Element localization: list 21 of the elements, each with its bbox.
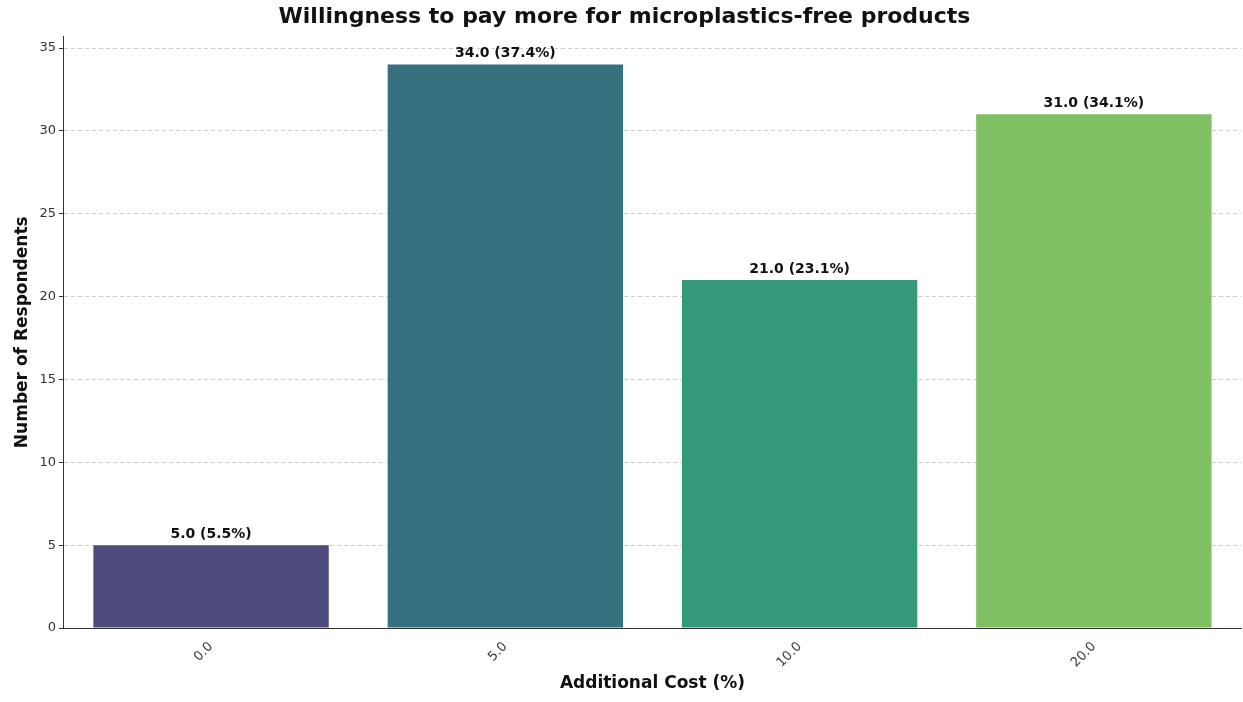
bar xyxy=(681,280,918,628)
y-tick-label: 25 xyxy=(39,205,56,221)
data-label: 34.0 (37.4%) xyxy=(454,44,556,61)
x-axis-title: Additional Cost (%) xyxy=(559,672,746,693)
data-label: 5.0 (5.5%) xyxy=(170,524,252,541)
data-label: 31.0 (34.1%) xyxy=(1043,93,1145,110)
y-tick-label: 30 xyxy=(39,122,56,138)
bar xyxy=(976,114,1212,628)
bar xyxy=(93,545,329,628)
x-tick-label: 5.0 xyxy=(484,638,510,664)
y-tick-label: 10 xyxy=(39,453,56,469)
data-label: 21.0 (23.1%) xyxy=(749,259,850,276)
y-tick-label: 15 xyxy=(39,370,56,386)
y-tick-label: 5 xyxy=(47,536,56,552)
bar xyxy=(387,64,624,628)
y-axis-title: Number of Respondents xyxy=(10,216,31,449)
y-tick-label: 35 xyxy=(39,39,56,55)
chart-title: Willingness to pay more for microplastics-free products xyxy=(278,2,971,28)
y-tick-label: 20 xyxy=(39,287,56,303)
x-tick-label: 0.0 xyxy=(190,638,216,664)
y-tick-label: 0 xyxy=(47,619,56,635)
